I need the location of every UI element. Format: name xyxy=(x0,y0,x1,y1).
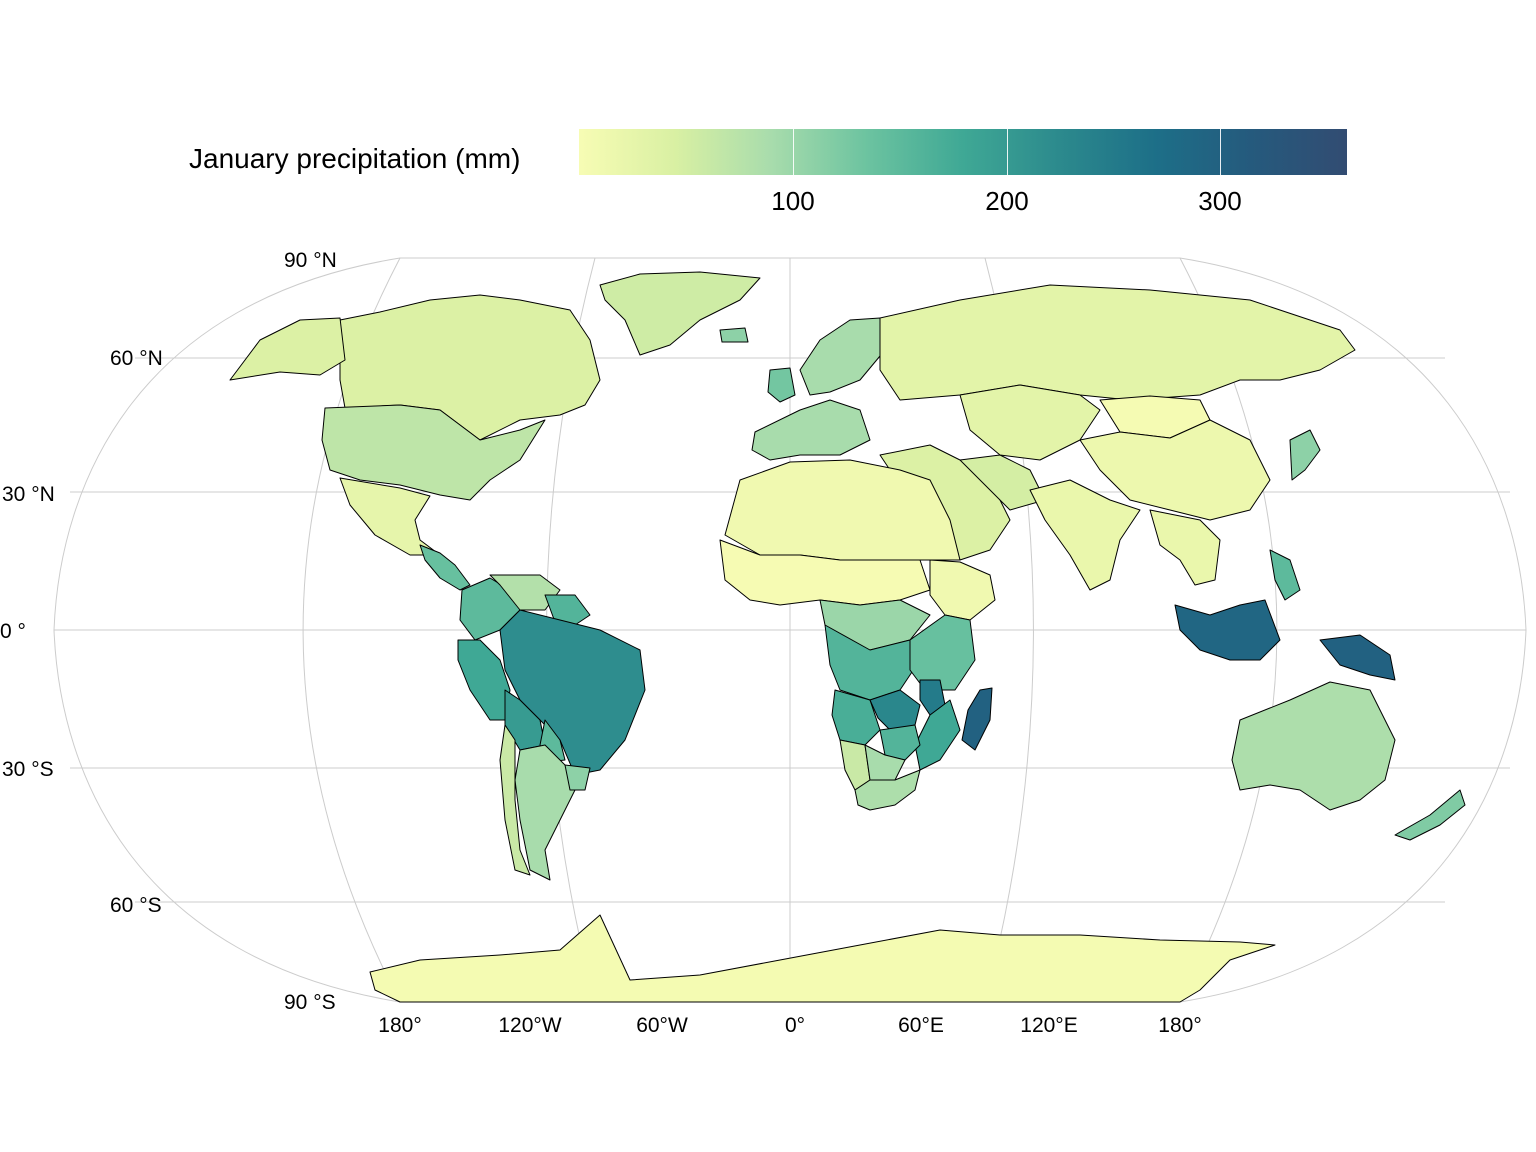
country-regions xyxy=(229,271,1466,1003)
region-western-europe xyxy=(751,399,871,461)
legend-title: January precipitation (mm) xyxy=(189,143,521,174)
region-zimbabwe xyxy=(879,724,921,761)
legend-tick-label-300: 300 xyxy=(1198,186,1242,216)
region-united-kingdom xyxy=(767,367,796,403)
region-sahel xyxy=(719,539,931,606)
lon-label-60w: 60°W xyxy=(636,1014,688,1037)
lon-label-180e: 180° xyxy=(1158,1014,1202,1037)
region-iceland xyxy=(719,327,749,343)
region-southeast-asia xyxy=(1149,509,1221,586)
region-mozambique xyxy=(914,699,961,771)
legend-colorbar xyxy=(579,129,1347,175)
region-mexico xyxy=(339,477,441,556)
region-madagascar xyxy=(961,687,993,751)
region-alaska xyxy=(229,317,346,381)
region-guianas xyxy=(544,594,591,626)
region-ethiopia xyxy=(929,559,996,621)
region-papua-new-guinea xyxy=(1319,634,1396,681)
region-peru xyxy=(457,639,511,721)
region-uruguay xyxy=(564,764,591,791)
region-central-asia xyxy=(959,384,1101,461)
region-scandinavia xyxy=(799,317,886,396)
region-new-zealand xyxy=(1394,789,1466,841)
region-greenland xyxy=(599,271,761,356)
lat-label-60n: 60 °N xyxy=(110,347,163,370)
lat-label-equator: 0 ° xyxy=(0,620,26,643)
legend-tick-label-200: 200 xyxy=(985,186,1029,216)
region-venezuela xyxy=(489,574,561,611)
region-botswana xyxy=(864,744,906,781)
region-indonesia xyxy=(1174,599,1281,661)
region-tanzania xyxy=(909,614,976,691)
lat-label-30s: 30 °S xyxy=(2,758,54,781)
region-india xyxy=(1029,479,1141,591)
region-antarctica xyxy=(369,914,1276,1003)
lon-label-180w: 180° xyxy=(378,1014,422,1037)
lat-label-90n: 90 °N xyxy=(284,249,337,272)
region-central-america xyxy=(419,544,471,591)
lat-label-30n: 30 °N xyxy=(2,483,55,506)
region-japan xyxy=(1289,429,1321,481)
lon-label-120w: 120°W xyxy=(498,1014,562,1037)
legend-tick-label-100: 100 xyxy=(771,186,815,216)
region-philippines xyxy=(1269,549,1301,601)
lat-label-90s: 90 °S xyxy=(284,991,336,1014)
lon-label-120e: 120°E xyxy=(1020,1014,1078,1037)
lon-label-0: 0° xyxy=(784,1014,806,1037)
region-australia xyxy=(1231,681,1396,811)
legend-tick-200 xyxy=(1007,129,1008,175)
legend-tick-300 xyxy=(1220,129,1221,175)
lon-label-60e: 60°E xyxy=(898,1014,944,1037)
region-russia xyxy=(879,284,1356,401)
region-argentina xyxy=(514,744,576,881)
region-south-africa xyxy=(854,769,921,811)
region-chile xyxy=(499,724,531,876)
legend-tick-100 xyxy=(793,129,794,175)
region-united-states xyxy=(321,404,546,501)
lat-label-60s: 60 °S xyxy=(110,894,162,917)
region-china xyxy=(1079,419,1271,521)
